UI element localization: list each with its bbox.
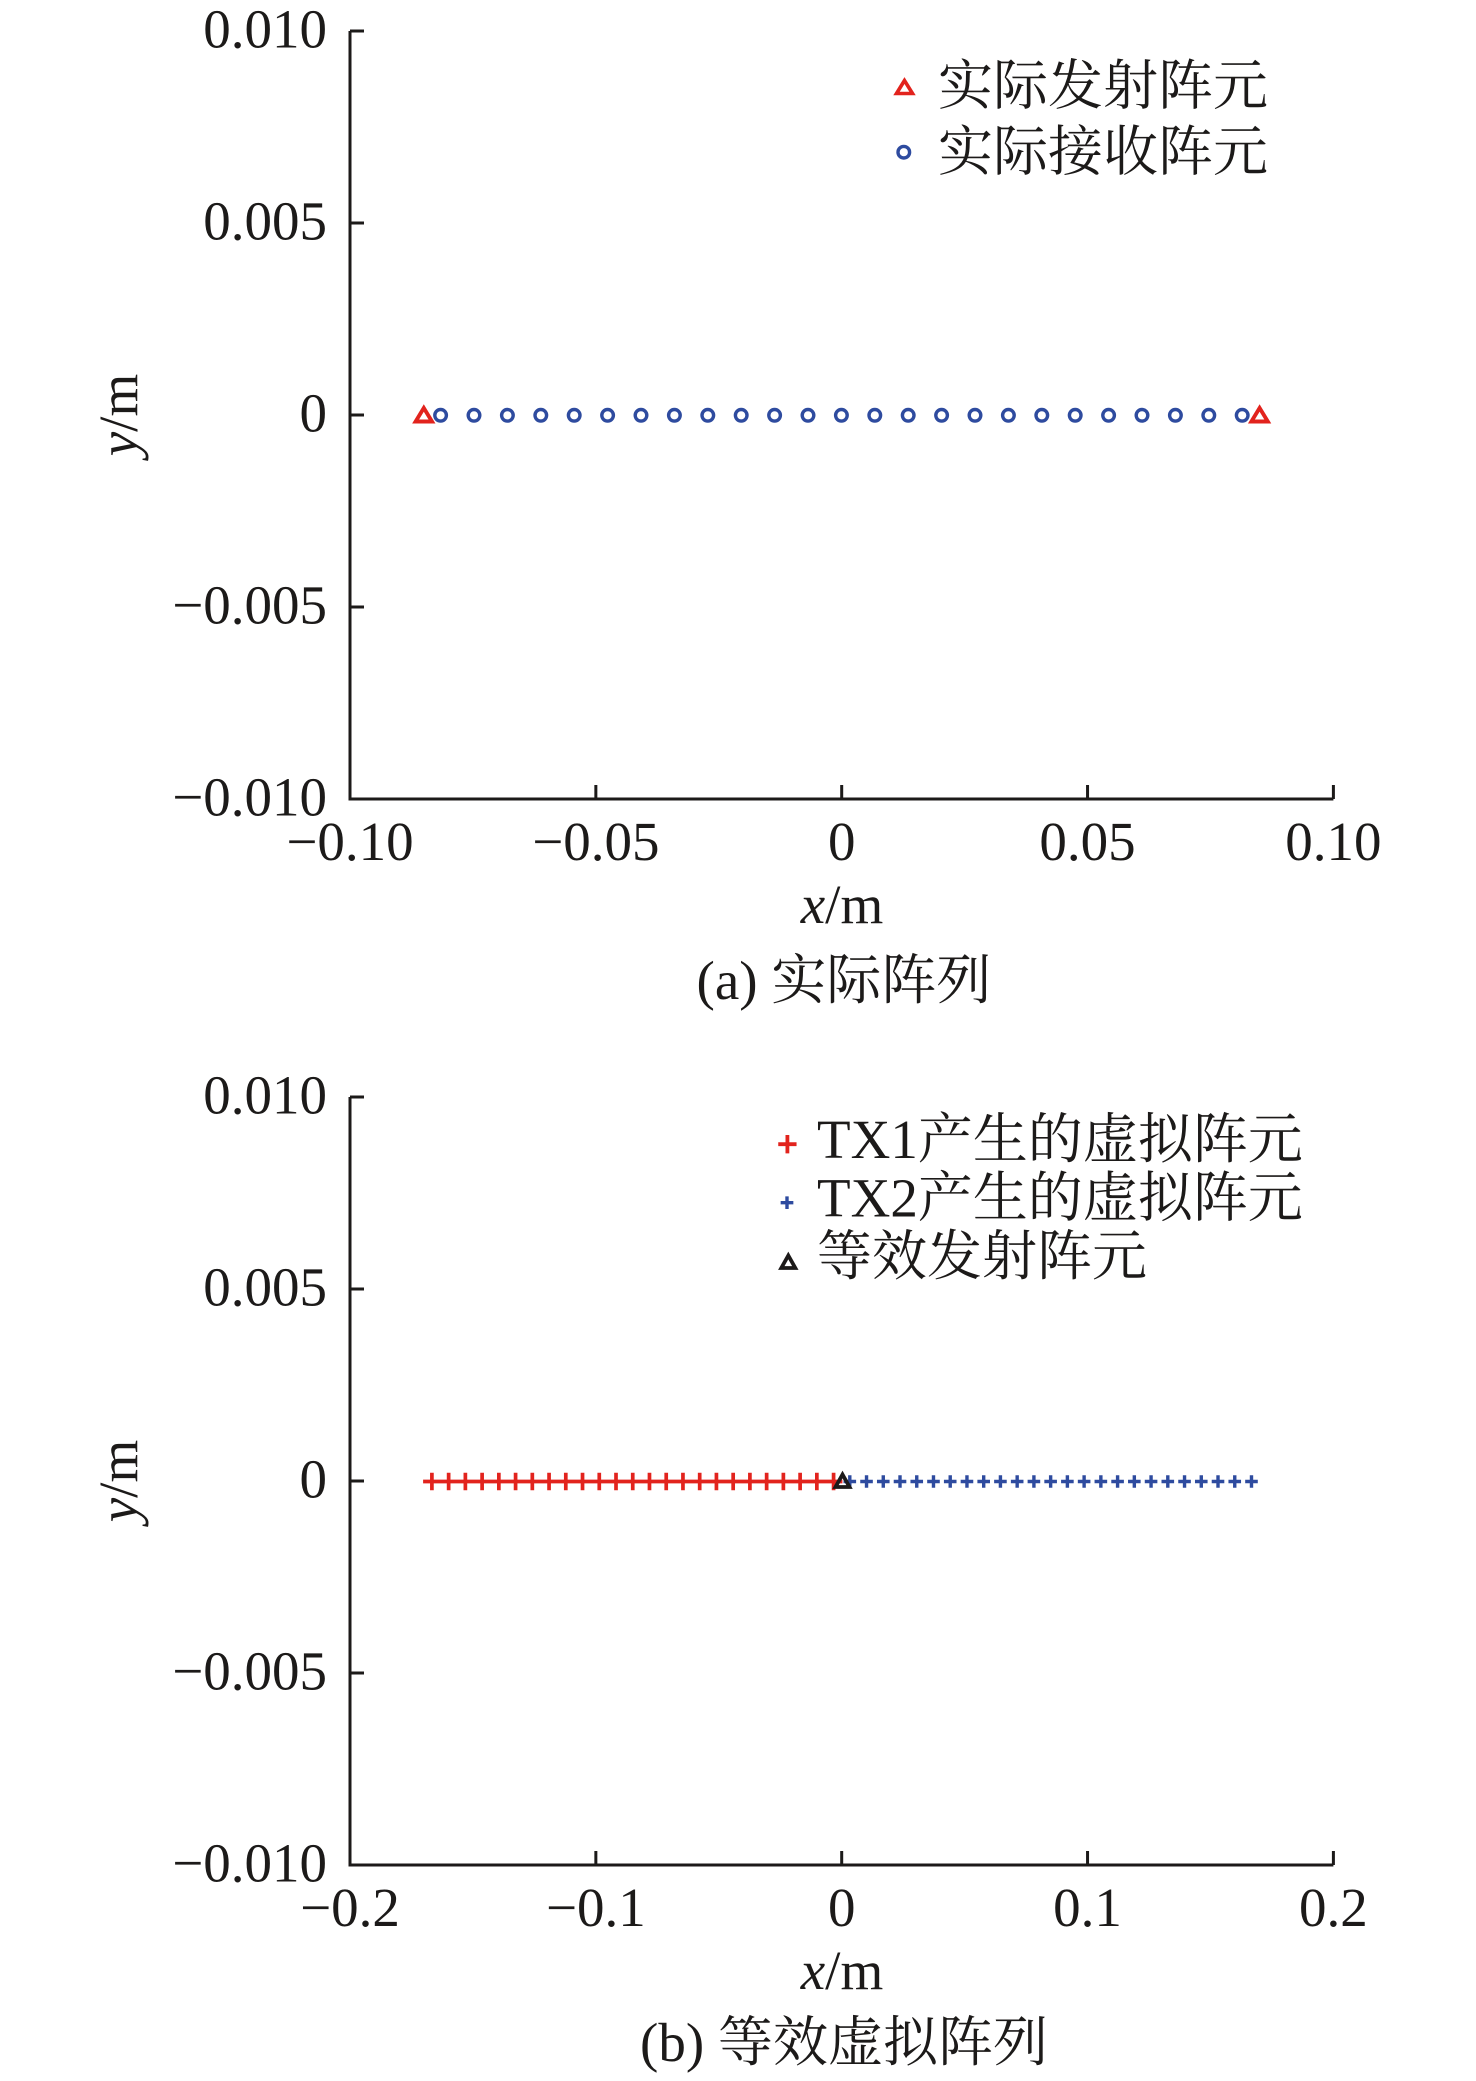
svg-text:x/m: x/m xyxy=(800,874,883,935)
svg-text:0: 0 xyxy=(300,1449,328,1510)
svg-text:0.1: 0.1 xyxy=(1053,1877,1122,1938)
svg-text:0.010: 0.010 xyxy=(203,0,327,60)
svg-text:−0.005: −0.005 xyxy=(172,1641,327,1702)
svg-text:−0.010: −0.010 xyxy=(172,1833,327,1894)
svg-text:y/m: y/m xyxy=(88,374,149,461)
svg-text:0: 0 xyxy=(300,383,328,444)
svg-text:−0.10: −0.10 xyxy=(286,811,413,872)
svg-text:−0.2: −0.2 xyxy=(300,1877,400,1938)
svg-text:0: 0 xyxy=(828,811,856,872)
svg-text:0.005: 0.005 xyxy=(203,191,327,252)
svg-text:−0.1: −0.1 xyxy=(546,1877,646,1938)
svg-text:(a): (a) xyxy=(697,950,758,1011)
svg-text:−0.010: −0.010 xyxy=(172,767,327,828)
svg-text:TX2: TX2 xyxy=(817,1168,918,1229)
svg-text:y/m: y/m xyxy=(88,1440,149,1527)
svg-text:0.005: 0.005 xyxy=(203,1257,327,1318)
svg-text:0.010: 0.010 xyxy=(203,1065,327,1126)
svg-text:0: 0 xyxy=(828,1877,856,1938)
svg-text:TX1: TX1 xyxy=(817,1109,918,1170)
svg-text:0.2: 0.2 xyxy=(1299,1877,1368,1938)
svg-text:x/m: x/m xyxy=(800,1940,883,2001)
svg-text:−0.05: −0.05 xyxy=(532,811,659,872)
svg-text:0.10: 0.10 xyxy=(1285,811,1381,872)
svg-text:−0.005: −0.005 xyxy=(172,575,327,636)
svg-text:0.05: 0.05 xyxy=(1039,811,1135,872)
svg-text:(b): (b) xyxy=(640,2012,704,2073)
